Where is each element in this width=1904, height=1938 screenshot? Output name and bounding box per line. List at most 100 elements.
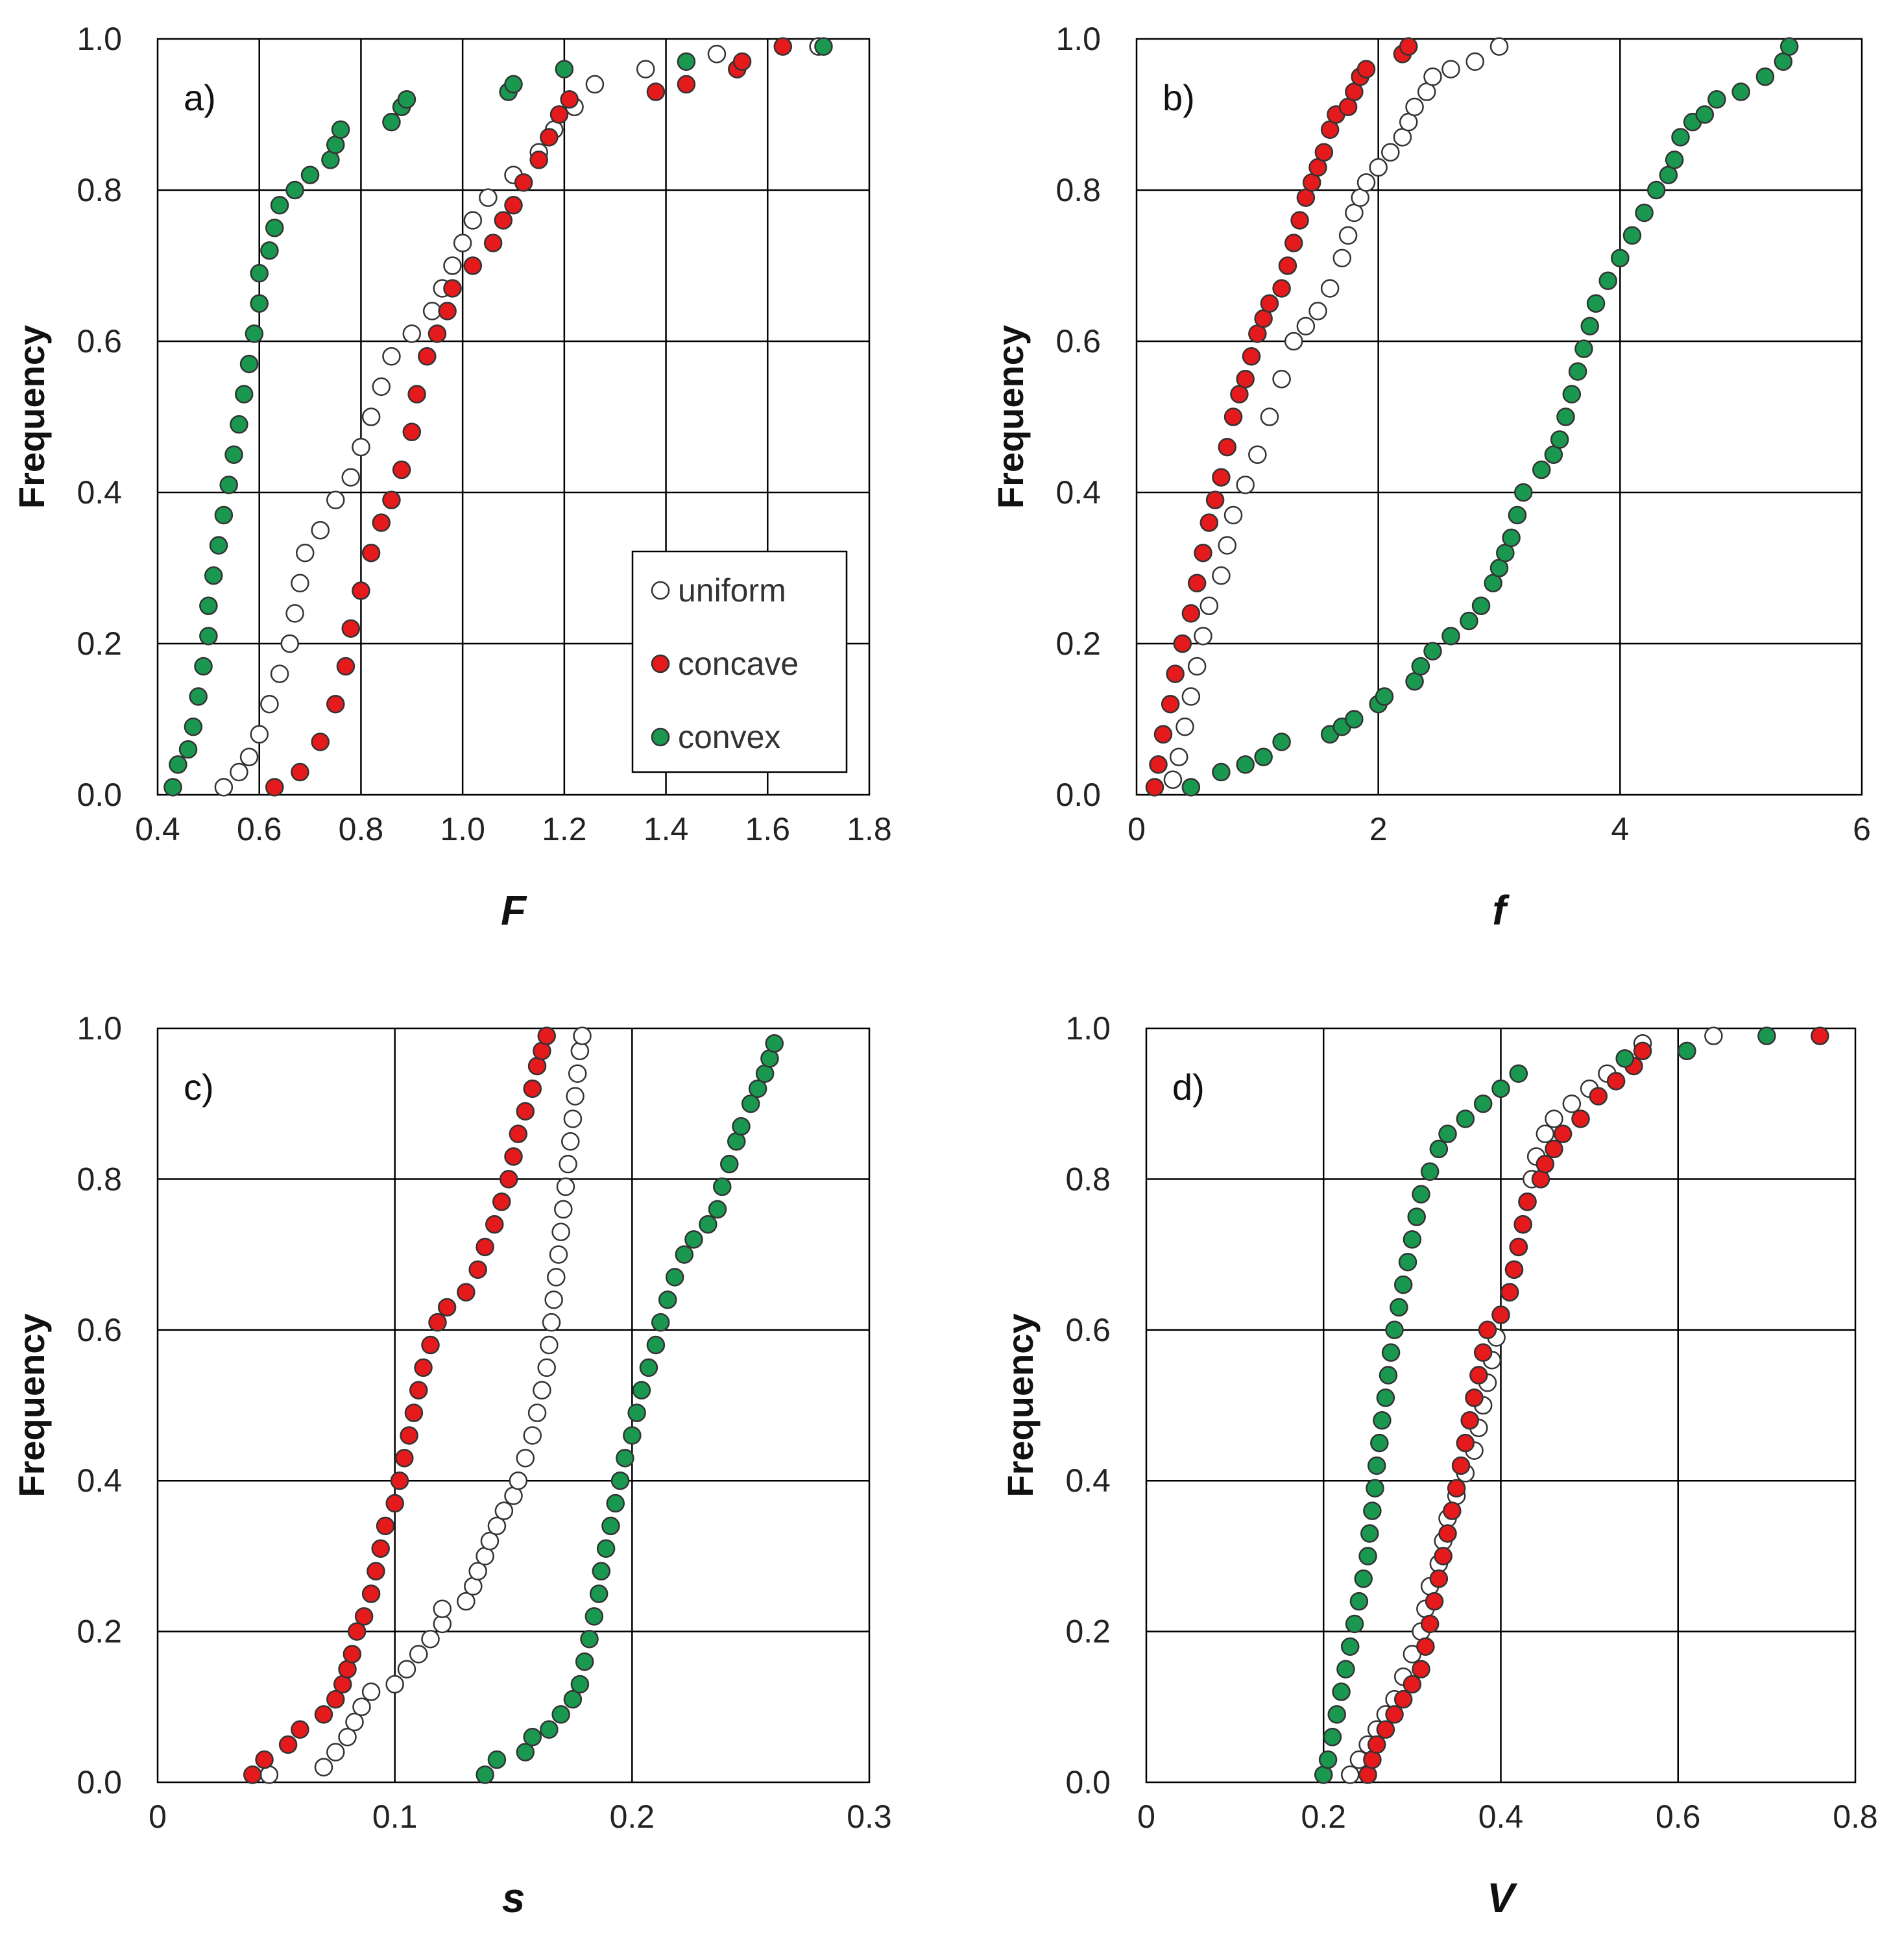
concave-point <box>1314 143 1334 162</box>
uniform-point <box>1465 52 1484 71</box>
concave-point <box>382 491 401 509</box>
convex-point <box>1707 90 1726 109</box>
concave-point <box>333 1675 352 1694</box>
uniform-point <box>433 1599 452 1618</box>
y-tick-label: 0.6 <box>1065 1312 1111 1348</box>
uniform-point <box>239 747 259 766</box>
uniform-point <box>372 377 391 396</box>
convex-point <box>321 151 340 169</box>
convex-point <box>1491 1079 1510 1098</box>
concave-point <box>476 1237 494 1257</box>
concave-point <box>376 1516 395 1536</box>
convex-point <box>1254 747 1273 766</box>
x-tick-label: 0.2 <box>1301 1799 1346 1835</box>
convex-point <box>741 1094 760 1113</box>
uniform-point <box>443 256 462 275</box>
convex-point <box>1314 1765 1333 1784</box>
concave-point <box>677 75 696 94</box>
y-tick-label: 0.0 <box>1055 777 1101 813</box>
concave-point <box>428 324 447 343</box>
concave-point <box>1290 211 1309 230</box>
concave-point <box>1473 1343 1493 1362</box>
uniform-point <box>1704 1026 1723 1045</box>
uniform-point <box>1284 332 1303 351</box>
convex-point <box>580 1629 599 1649</box>
convex-point <box>1646 180 1666 200</box>
x-axis-label: s <box>502 1874 525 1921</box>
concave-point <box>291 762 309 782</box>
legend-marker-uniform <box>651 581 670 600</box>
concave-point <box>428 1313 447 1332</box>
convex-point <box>1360 1524 1379 1543</box>
convex-point <box>699 1215 717 1234</box>
x-tick-label: 0.1 <box>372 1799 418 1835</box>
uniform-point <box>551 1222 570 1241</box>
convex-point <box>1373 1411 1392 1430</box>
convex-point <box>234 385 254 404</box>
panel-label: b) <box>1163 77 1195 118</box>
y-tick-label: 0.4 <box>1055 474 1101 511</box>
concave-point <box>523 1079 542 1098</box>
convex-point <box>1471 596 1491 615</box>
uniform-point <box>382 347 401 366</box>
x-tick-label: 2 <box>1369 811 1388 847</box>
y-tick-label: 1.0 <box>1065 1010 1111 1047</box>
uniform-point <box>463 211 483 230</box>
x-tick-label: 6 <box>1853 811 1871 847</box>
convex-point <box>523 1728 542 1747</box>
convex-point <box>1340 1637 1360 1656</box>
convex-point <box>1678 1041 1696 1061</box>
concave-point <box>483 234 503 252</box>
uniform-point <box>352 1697 371 1717</box>
uniform-point <box>573 1026 592 1045</box>
convex-point <box>570 1675 590 1694</box>
concave-point <box>504 1147 523 1166</box>
convex-point <box>627 1403 646 1422</box>
concave-point <box>537 1026 556 1045</box>
convex-point <box>230 415 248 434</box>
concave-point <box>1385 1705 1404 1724</box>
x-axis-label: f <box>1492 887 1510 934</box>
uniform-point <box>291 574 309 593</box>
uniform-point <box>285 604 304 623</box>
convex-point <box>1665 151 1684 169</box>
uniform-point <box>544 1290 563 1309</box>
concave-point <box>1403 1675 1422 1694</box>
uniform-point <box>422 302 442 321</box>
uniform-point <box>487 1516 507 1536</box>
concave-point <box>1425 1592 1444 1611</box>
convex-point <box>184 717 203 736</box>
panel-1: 0.4 0.6 0.8 1.0 1.2 1.4 1.6 1.8 0.0 0.2 0.4 0.6 0.8 1… <box>11 21 892 934</box>
uniform-point <box>1545 1109 1563 1128</box>
concave-point <box>421 1335 440 1355</box>
convex-point <box>1381 1343 1401 1362</box>
convex-point <box>1327 1705 1346 1724</box>
uniform-point <box>563 1109 583 1128</box>
convex-point <box>1568 362 1587 381</box>
convex-point <box>623 1426 642 1445</box>
concave-point <box>395 1449 414 1468</box>
concave-point <box>499 1170 518 1189</box>
convex-point <box>1671 128 1690 147</box>
uniform-point <box>556 1177 575 1196</box>
uniform-point <box>1187 657 1207 676</box>
convex-point <box>589 1584 609 1603</box>
uniform-point <box>476 1547 494 1566</box>
x-tick-label: 0.3 <box>847 1799 892 1835</box>
concave-point <box>509 1124 528 1143</box>
concave-point <box>1531 1170 1550 1189</box>
uniform-point <box>361 407 381 426</box>
uniform-point <box>250 725 269 744</box>
series-uniform <box>259 1026 592 1784</box>
concave-point <box>1260 294 1279 313</box>
convex-point <box>382 112 401 132</box>
y-tick-label: 0.6 <box>1055 323 1101 359</box>
uniform-point <box>1260 407 1279 426</box>
convex-point <box>476 1765 494 1784</box>
concave-point <box>468 1260 487 1279</box>
uniform-point <box>1296 317 1316 335</box>
convex-point <box>245 324 264 343</box>
legend-label-concave: concave <box>678 646 799 682</box>
concave-point <box>1153 725 1173 744</box>
x-tick-label: 0.8 <box>339 811 384 847</box>
